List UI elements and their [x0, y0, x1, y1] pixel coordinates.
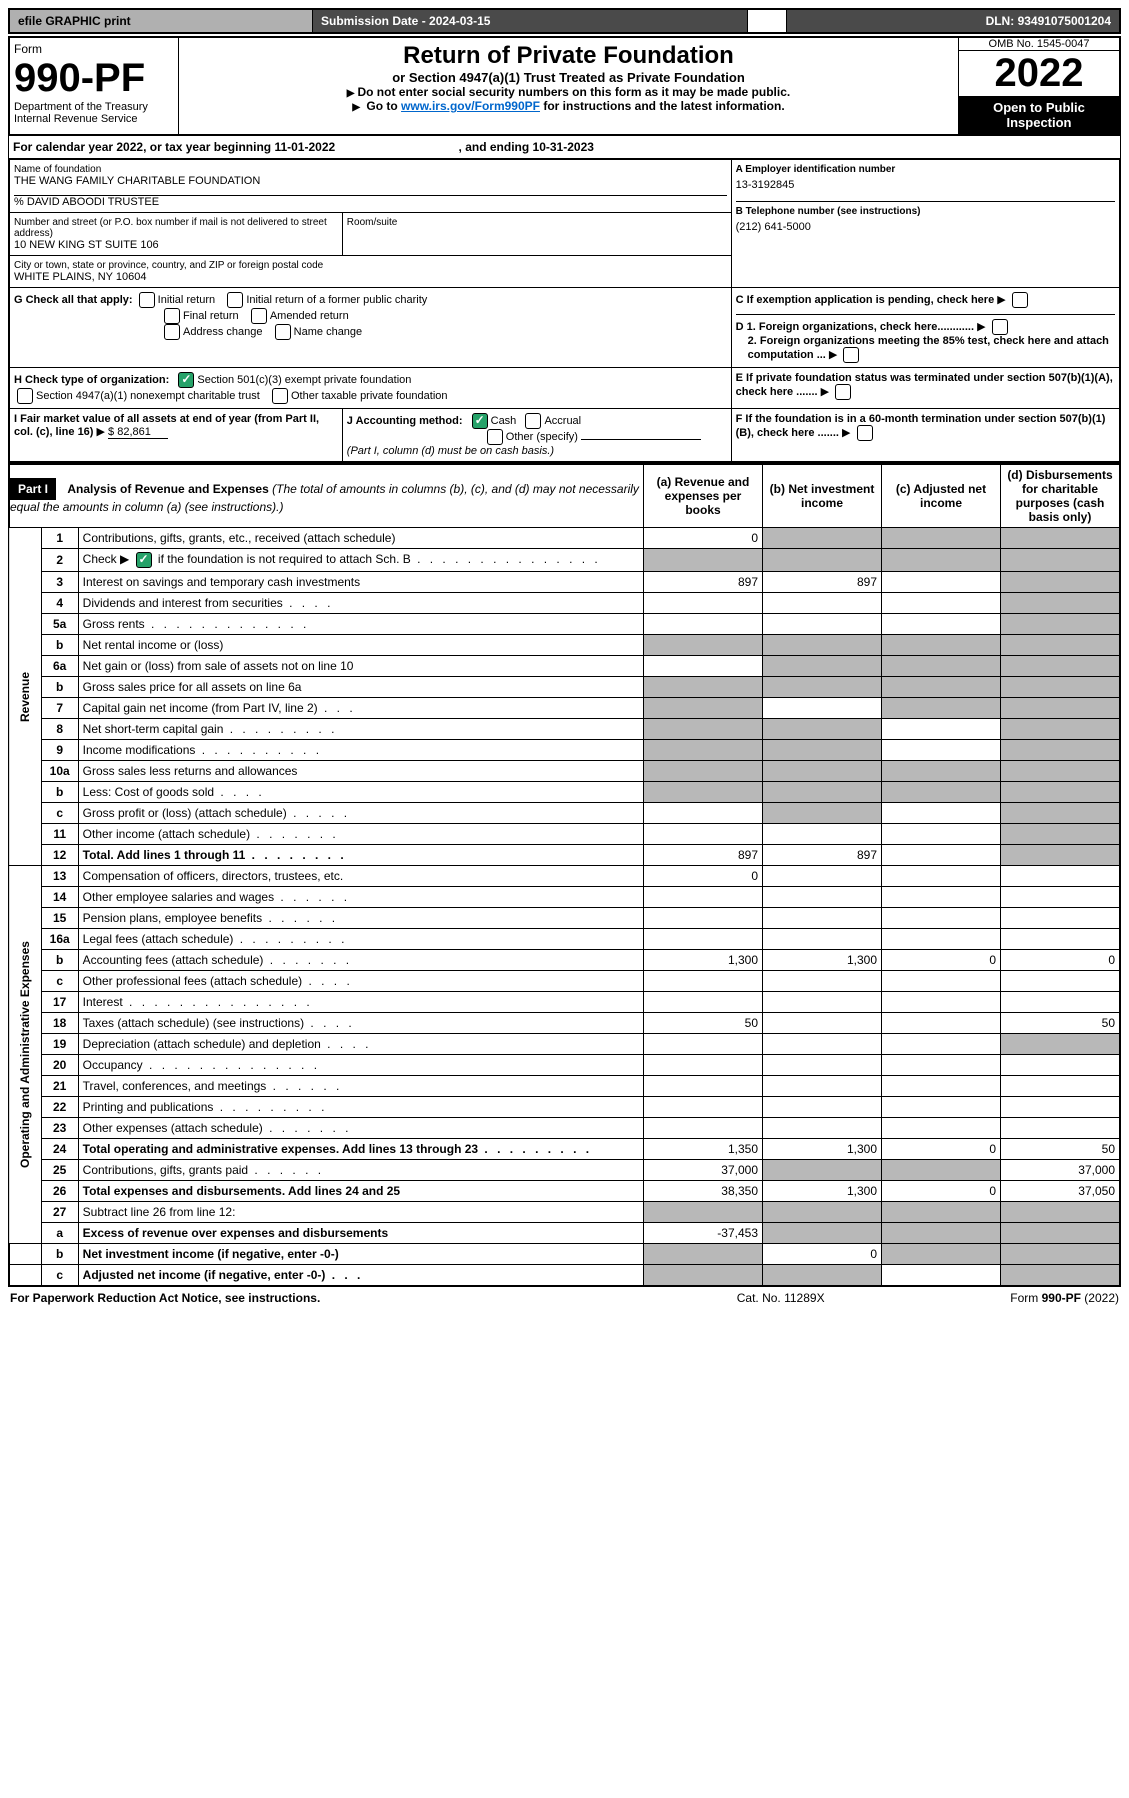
amended-return-checkbox[interactable] — [251, 308, 267, 324]
terminated-checkbox[interactable] — [835, 384, 851, 400]
part1-label: Part I — [10, 478, 56, 500]
calendar-year-line: For calendar year 2022, or tax year begi… — [8, 136, 1121, 159]
filer-block: Name of foundation THE WANG FAMILY CHARI… — [8, 159, 1121, 463]
foundation-name: THE WANG FAMILY CHARITABLE FOUNDATION — [14, 175, 727, 187]
submission-date: Submission Date - 2024-03-15 — [313, 9, 748, 33]
i-block: I Fair market value of all assets at end… — [9, 409, 342, 463]
accrual-checkbox[interactable] — [525, 413, 541, 429]
dln: DLN: 93491075001204 — [787, 9, 1120, 33]
part1-table: Part I Analysis of Revenue and Expenses … — [8, 463, 1121, 1287]
paperwork-notice: For Paperwork Reduction Act Notice, see … — [8, 1289, 682, 1307]
city-cell: City or town, state or province, country… — [9, 256, 731, 288]
expense-side-label: Operating and Administrative Expenses — [9, 866, 41, 1244]
phone: (212) 641-5000 — [736, 221, 1115, 233]
col-d-header: (d) Disbursements for charitable purpose… — [1001, 464, 1121, 528]
f-block: F If the foundation is in a 60-month ter… — [731, 409, 1120, 463]
other-taxable-checkbox[interactable] — [272, 388, 288, 404]
col-c-header: (c) Adjusted net income — [882, 464, 1001, 528]
check-h: H Check type of organization: Section 50… — [9, 368, 731, 409]
form-number: 990-PF — [14, 56, 174, 101]
ssn-note: Do not enter social security numbers on … — [183, 85, 954, 99]
street-address: 10 NEW KING ST SUITE 106 — [14, 239, 338, 251]
right-info: A Employer identification number 13-3192… — [731, 160, 1120, 288]
dept: Department of the TreasuryInternal Reven… — [14, 101, 174, 125]
pending-checkbox[interactable] — [1012, 292, 1028, 308]
address-change-checkbox[interactable] — [164, 324, 180, 340]
initial-former-checkbox[interactable] — [227, 292, 243, 308]
form-title: Return of Private Foundation — [183, 42, 954, 70]
col-b-header: (b) Net investment income — [763, 464, 882, 528]
form-cell: Form 990-PF Department of the TreasuryIn… — [9, 37, 179, 135]
room-cell: Room/suite — [342, 213, 731, 256]
col-a-header: (a) Revenue and expenses per books — [644, 464, 763, 528]
initial-return-checkbox[interactable] — [139, 292, 155, 308]
4947-checkbox[interactable] — [17, 388, 33, 404]
goto-note: Go to www.irs.gov/Form990PF for instruct… — [183, 99, 954, 113]
name-change-checkbox[interactable] — [275, 324, 291, 340]
form-subtitle: or Section 4947(a)(1) Trust Treated as P… — [183, 70, 954, 85]
foreign-checkbox[interactable] — [992, 319, 1008, 335]
foreign85-checkbox[interactable] — [843, 347, 859, 363]
city-state-zip: WHITE PLAINS, NY 10604 — [14, 271, 727, 283]
open-public: Open to Public Inspection — [959, 96, 1119, 134]
revenue-side-label: Revenue — [9, 528, 41, 866]
omb-number: OMB No. 1545-0047 — [959, 38, 1119, 51]
footer: For Paperwork Reduction Act Notice, see … — [8, 1289, 1121, 1307]
schb-checkbox[interactable] — [136, 552, 152, 568]
check-g: G Check all that apply: Initial return I… — [9, 288, 731, 368]
topbar: efile GRAPHIC print Submission Date - 20… — [8, 8, 1121, 34]
60month-checkbox[interactable] — [857, 425, 873, 441]
form-header: Form 990-PF Department of the TreasuryIn… — [8, 36, 1121, 136]
final-return-checkbox[interactable] — [164, 308, 180, 324]
c-d-block: C If exemption application is pending, c… — [731, 288, 1120, 368]
e-block: E If private foundation status was termi… — [731, 368, 1120, 409]
fmv-value: $ 82,861 — [108, 426, 168, 439]
catalog-number: Cat. No. 11289X — [682, 1289, 879, 1307]
name-cell: Name of foundation THE WANG FAMILY CHARI… — [9, 160, 731, 213]
form-label: Form — [14, 42, 174, 56]
form-version: Form 990-PF (2022) — [879, 1289, 1121, 1307]
title-cell: Return of Private Foundation or Section … — [179, 37, 959, 135]
irs-link[interactable]: www.irs.gov/Form990PF — [401, 99, 540, 113]
j-block: J Accounting method: Cash Accrual Other … — [342, 409, 731, 463]
other-method-checkbox[interactable] — [487, 429, 503, 445]
efile-print[interactable]: efile GRAPHIC print — [9, 9, 313, 33]
care-of: % DAVID ABOODI TRUSTEE — [14, 195, 727, 208]
addr-cell: Number and street (or P.O. box number if… — [9, 213, 342, 256]
tax-year: 2022 — [959, 51, 1119, 96]
cash-checkbox[interactable] — [472, 413, 488, 429]
501c3-checkbox[interactable] — [178, 372, 194, 388]
ein: 13-3192845 — [736, 179, 1115, 191]
year-cell: OMB No. 1545-0047 2022 Open to Public In… — [959, 37, 1121, 135]
